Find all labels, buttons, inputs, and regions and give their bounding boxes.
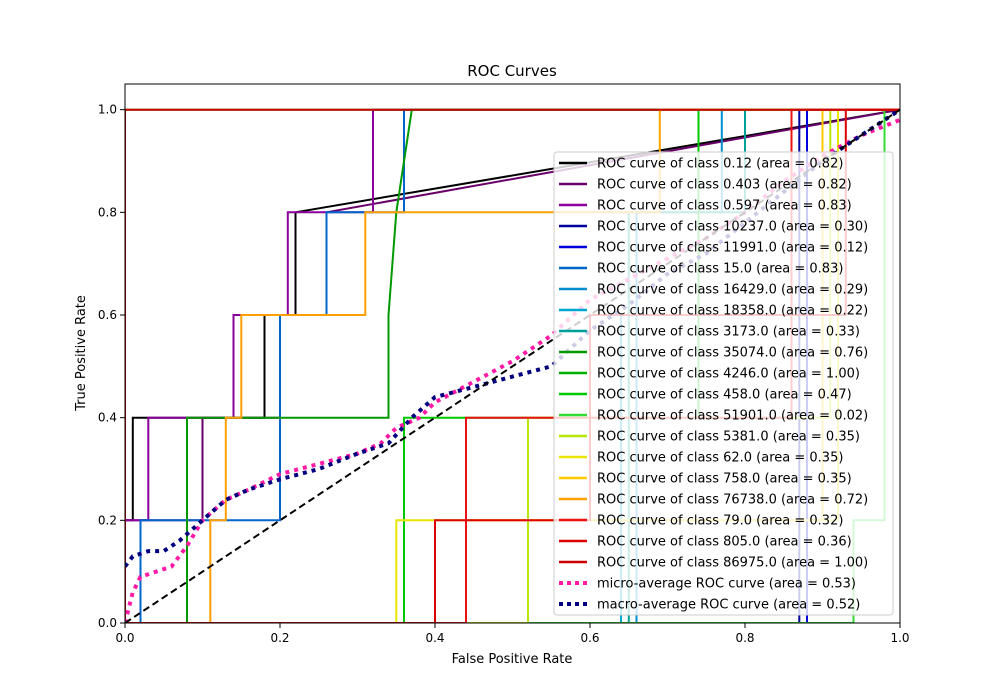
y-tick-label: 0.8 <box>98 205 117 219</box>
legend-label: ROC curve of class 86975.0 (area = 1.00) <box>597 556 868 571</box>
legend-label: ROC curve of class 35074.0 (area = 0.76) <box>597 346 868 361</box>
legend-label: ROC curve of class 51901.0 (area = 0.02) <box>597 409 868 424</box>
y-tick-label: 0.6 <box>98 308 117 322</box>
legend-label: ROC curve of class 3173.0 (area = 0.33) <box>597 325 860 340</box>
roc-series-line <box>125 108 900 623</box>
legend-label: ROC curve of class 16429.0 (area = 0.29) <box>597 283 868 298</box>
legend-label: ROC curve of class 18358.0 (area = 0.22) <box>597 304 868 319</box>
legend-label: ROC curve of class 0.403 (area = 0.82) <box>597 178 852 193</box>
y-tick-label: 1.0 <box>98 103 117 117</box>
legend-label: ROC curve of class 62.0 (area = 0.35) <box>597 451 843 466</box>
plot-frame <box>124 83 901 624</box>
y-tick-label: 0.2 <box>98 513 117 527</box>
x-tick-label: 1.0 <box>890 631 909 645</box>
x-tick-label: 0.0 <box>115 631 134 645</box>
axis-ticks: 0.0 0.2 0.4 0.6 0.8 1.0 0.0 0.2 0.4 0.6 0.8 1.0 <box>98 103 910 645</box>
legend-label: ROC curve of class 758.0 (area = 0.35) <box>597 472 852 487</box>
legend-label: ROC curve of class 805.0 (area = 0.36) <box>597 535 852 550</box>
x-tick-label: 0.2 <box>270 631 289 645</box>
x-tick-label: 0.6 <box>580 631 599 645</box>
legend: ROC curve of class 0.12 (area = 0.82) ROC… <box>553 151 894 616</box>
legend-label: ROC curve of class 11991.0 (area = 0.12) <box>597 241 868 256</box>
y-axis-label: True Positive Rate <box>74 295 89 412</box>
legend-label: ROC curve of class 5381.0 (area = 0.35) <box>597 430 860 445</box>
legend-label: ROC curve of class 76738.0 (area = 0.72) <box>597 493 868 508</box>
legend-label: ROC curve of class 0.12 (area = 0.82) <box>597 157 843 172</box>
y-tick-label: 0.0 <box>98 616 117 630</box>
x-tick-label: 0.8 <box>735 631 754 645</box>
legend-box <box>553 151 894 616</box>
legend-label: ROC curve of class 10237.0 (area = 0.30) <box>597 220 868 235</box>
legend-label: ROC curve of class 79.0 (area = 0.32) <box>597 514 843 529</box>
y-tick-label: 0.4 <box>98 411 117 425</box>
roc-series-line <box>125 108 900 623</box>
legend-label: micro-average ROC curve (area = 0.53) <box>597 577 856 592</box>
legend-label: ROC curve of class 15.0 (area = 0.83) <box>597 262 843 277</box>
chart-title: ROC Curves <box>467 62 557 80</box>
legend-label: ROC curve of class 0.597 (area = 0.83) <box>597 199 852 214</box>
legend-label: macro-average ROC curve (area = 0.52) <box>597 598 860 613</box>
x-axis-label: False Positive Rate <box>452 652 573 667</box>
x-tick-label: 0.4 <box>425 631 444 645</box>
legend-label: ROC curve of class 458.0 (area = 0.47) <box>597 388 852 403</box>
legend-label: ROC curve of class 4246.0 (area = 1.00) <box>597 367 860 382</box>
